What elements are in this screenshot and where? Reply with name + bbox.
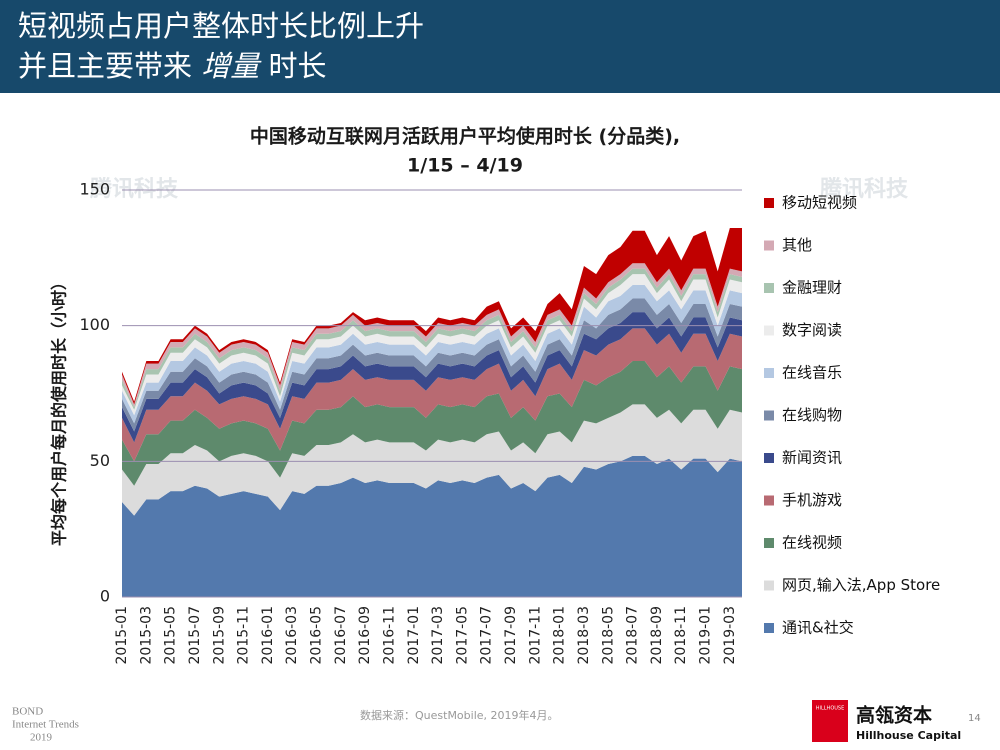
x-tick-label: 2019-03 xyxy=(722,606,738,665)
legend-swatch xyxy=(764,240,774,251)
area xyxy=(122,404,742,516)
legend-label: 在线音乐 xyxy=(782,364,842,382)
legend-swatch xyxy=(764,538,774,548)
legend-label: 数字阅读 xyxy=(782,321,842,339)
title-line: 短视频占用户整体时长比例上升 xyxy=(18,9,424,43)
footer-year: 2019 xyxy=(30,732,53,744)
x-tick-label: 2016-07 xyxy=(333,606,349,665)
x-tick-label: 2015-01 xyxy=(114,606,130,665)
area xyxy=(122,328,742,462)
x-tick-label: 2018-01 xyxy=(552,606,568,665)
x-tick-label: 2016-09 xyxy=(357,606,373,665)
y-tick-label: 0 xyxy=(100,587,110,606)
x-tick-label: 2016-03 xyxy=(284,606,300,665)
legend-swatch xyxy=(764,283,774,293)
legend-label: 移动短视频 xyxy=(782,194,857,212)
x-tick-label: 2016-11 xyxy=(381,606,397,665)
x-tick-label: 2019-01 xyxy=(698,606,714,665)
x-tick-label: 2015-05 xyxy=(163,606,179,665)
x-tick-label: 2017-03 xyxy=(430,606,446,665)
y-tick-label: 100 xyxy=(79,315,110,334)
legend-swatch xyxy=(764,410,774,421)
x-tick-label: 2015-09 xyxy=(211,606,227,665)
legend-swatch xyxy=(764,495,774,506)
logo-box xyxy=(812,700,848,742)
legend-label: 在线视频 xyxy=(782,534,842,552)
x-tick-label: 2015-11 xyxy=(236,606,252,665)
title-line: 并且主要带来 增量 时长 xyxy=(18,49,326,83)
logo-cn: 高瓴资本 xyxy=(856,704,932,727)
legend-swatch xyxy=(764,325,774,336)
legend-swatch xyxy=(764,580,774,591)
legend-swatch xyxy=(764,368,774,378)
page-number: 14 xyxy=(968,713,981,724)
chart-title: 中国移动互联网月活跃用户平均使用时长 (分品类), xyxy=(250,125,680,148)
legend-label: 新闻资讯 xyxy=(782,449,842,467)
chart-subtitle: 1/15 – 4/19 xyxy=(407,155,523,177)
title-emphasis: 增量 xyxy=(201,49,262,83)
area xyxy=(122,455,742,597)
x-tick-label: 2018-07 xyxy=(625,606,641,665)
x-tick-label: 2015-07 xyxy=(187,606,203,665)
area xyxy=(122,360,742,486)
area xyxy=(122,227,742,405)
plot-area xyxy=(122,227,742,597)
legend-swatch xyxy=(764,198,774,208)
logo-small: HILLHOUSE xyxy=(816,706,845,712)
y-tick-label: 50 xyxy=(90,451,110,470)
legend-label: 通讯&社交 xyxy=(782,619,854,637)
footer-bond: BOND xyxy=(12,706,43,718)
x-tick-label: 2018-11 xyxy=(673,606,689,665)
title-part: 时长 xyxy=(268,49,326,83)
title-part: 并且主要带来 xyxy=(18,49,192,83)
x-tick-label: 2016-05 xyxy=(309,606,325,665)
x-tick-label: 2017-05 xyxy=(454,606,470,665)
watermark: 腾讯科技 xyxy=(820,177,909,202)
x-tick-label: 2016-01 xyxy=(260,606,276,665)
area xyxy=(122,263,742,408)
x-tick-label: 2015-03 xyxy=(138,606,154,665)
legend-label: 金融理财 xyxy=(782,279,842,297)
legend-label: 手机游戏 xyxy=(782,491,842,509)
x-tick-label: 2018-03 xyxy=(576,606,592,665)
x-tick-label: 2018-09 xyxy=(649,606,665,665)
x-tick-label: 2017-01 xyxy=(406,606,422,665)
x-tick-label: 2017-11 xyxy=(527,606,543,665)
area xyxy=(122,268,742,410)
x-tick-label: 2017-09 xyxy=(503,606,519,665)
legend-label: 网页,输入法,App Store xyxy=(782,576,940,594)
area xyxy=(122,298,742,432)
source: 数据来源：QuestMobile, 2019年4月。 xyxy=(360,708,559,722)
area xyxy=(122,312,742,443)
x-tick-label: 2018-05 xyxy=(600,606,616,665)
legend-swatch xyxy=(764,623,774,633)
x-tick-label: 2017-07 xyxy=(479,606,495,665)
legend-swatch xyxy=(764,453,774,463)
y-tick-label: 150 xyxy=(79,180,110,199)
area xyxy=(122,274,742,416)
y-axis-label: 平均每个用户每月的使用时长（小时） xyxy=(50,274,69,546)
legend-label: 在线购物 xyxy=(782,406,842,424)
area xyxy=(122,284,742,424)
logo-en: Hillhouse Capital xyxy=(856,729,961,742)
legend-label: 其他 xyxy=(782,236,812,254)
footer-trends: Internet Trends xyxy=(12,719,79,731)
header-band xyxy=(0,0,1000,93)
